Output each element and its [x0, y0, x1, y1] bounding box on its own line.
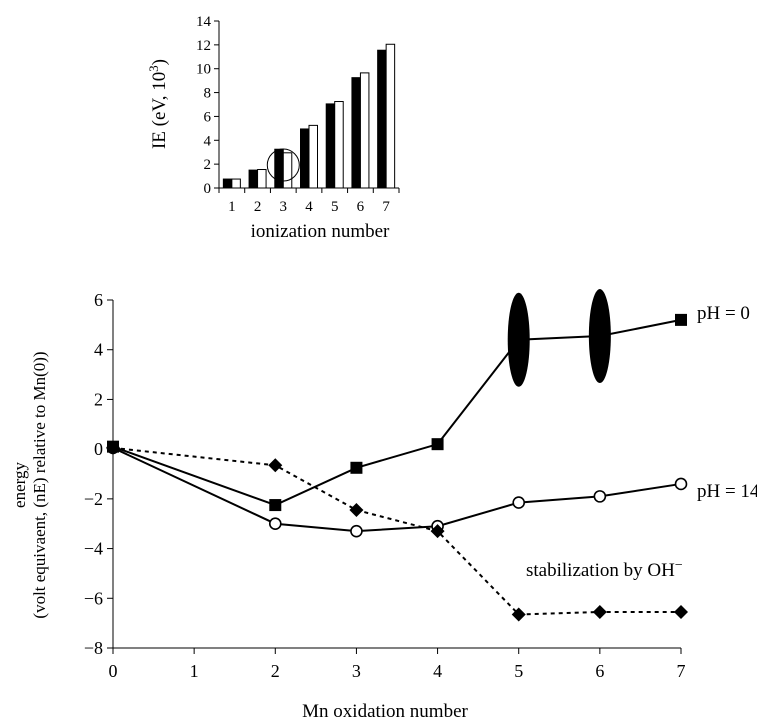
ionization-energy-bar-chart: IE (eV, 103) ionization number 024681012…: [146, 14, 400, 242]
bar-y-tick-label: 10: [196, 62, 211, 78]
bar-filled: [325, 103, 336, 189]
series-label-oh-stabilization: stabilization by OH−: [526, 558, 683, 581]
data-point-square: [431, 438, 444, 451]
data-point-circle: [674, 477, 688, 491]
bar-x-tick-label: 2: [254, 199, 262, 215]
line-x-tick-label: 7: [677, 661, 686, 681]
line-y-tick-label: 2: [94, 389, 103, 409]
line-x-tick-label: 2: [271, 661, 280, 681]
line-x-tick-label: 4: [433, 661, 442, 681]
data-point-circle: [268, 517, 282, 531]
data-point-circle: [593, 490, 607, 503]
bar-y-tick-label: 0: [204, 181, 212, 197]
data-point-square: [269, 499, 282, 512]
series-line: [112, 446, 681, 616]
series-label-oh-superscript: −: [675, 558, 683, 573]
bar-y-tick-label: 4: [204, 133, 212, 149]
line-y-tick-label: 0: [94, 439, 103, 459]
bar-filled: [300, 128, 310, 189]
line-x-axis-label: Mn oxidation number: [302, 701, 468, 722]
bar-filled: [377, 49, 387, 189]
bar-open: [282, 152, 293, 189]
line-y-tick-label: −2: [84, 489, 103, 509]
bar-filled: [248, 169, 259, 189]
bar-open: [308, 124, 318, 189]
line-y-tick-label: 6: [94, 290, 103, 310]
bar-x-tick-label: 4: [305, 199, 313, 215]
data-point-diamond: [268, 458, 283, 473]
bar-y-tick-label: 14: [196, 14, 212, 30]
line-y-tick-label: −4: [84, 539, 103, 559]
data-point-square: [675, 313, 687, 326]
data-point-circle: [512, 496, 526, 509]
series-label-oh-text: stabilization by OH: [526, 560, 675, 581]
bar-x-tick-label: 5: [331, 199, 339, 215]
bar-open: [334, 101, 344, 189]
line-x-tick-label: 5: [514, 661, 523, 681]
data-point-square: [350, 461, 363, 474]
bar-filled: [222, 178, 233, 189]
data-point-diamond: [106, 440, 120, 455]
bar-filled: [351, 77, 361, 189]
data-point-diamond: [511, 607, 526, 622]
data-point-diamond: [674, 604, 688, 619]
bar-filled: [274, 148, 284, 189]
line-x-tick-label: 0: [109, 661, 118, 681]
data-point-diamond: [349, 503, 364, 518]
bar-y-axis-label: IE (eV, 103): [146, 59, 170, 149]
line-y-axis-label-line1: energy: [10, 462, 29, 508]
bar-open: [385, 43, 396, 189]
line-y-tick-label: −8: [84, 638, 103, 658]
bar-y-tick-label: 12: [196, 38, 211, 54]
series-line: [112, 446, 682, 533]
line-x-tick-label: 3: [352, 661, 361, 681]
bar-open: [231, 178, 241, 189]
series-label-ph0: pH = 0: [697, 303, 750, 324]
line-y-tick-label: −6: [84, 588, 103, 608]
bar-x-axis-label: ionization number: [251, 221, 390, 242]
line-y-tick-label: 4: [94, 340, 103, 360]
bar-x-tick-label: 6: [357, 199, 365, 215]
series-label-ph14: pH = 14: [697, 481, 757, 502]
bar-y-tick-label: 2: [204, 157, 212, 173]
bar-open: [359, 72, 370, 189]
bar-x-tick-label: 3: [280, 199, 288, 215]
highlight-circle: [266, 148, 300, 182]
mn-oxidation-energy-line-chart: energy (volt equivaent, (nE) relative to…: [10, 289, 757, 722]
bar-x-tick-label: 7: [382, 199, 390, 215]
bar-x-tick-label: 1: [228, 199, 236, 215]
data-point-diamond: [592, 604, 607, 619]
line-x-tick-label: 1: [190, 661, 199, 681]
bar-y-tick-label: 8: [204, 86, 212, 102]
bar-open: [257, 169, 267, 189]
bar-y-tick-label: 6: [204, 109, 212, 125]
line-y-axis-label-line2: (volt equivaent, (nE) relative to Mn(0)): [30, 351, 49, 618]
line-x-tick-label: 6: [595, 661, 604, 681]
data-point-circle: [350, 524, 363, 538]
data-point-diamond: [430, 524, 445, 539]
